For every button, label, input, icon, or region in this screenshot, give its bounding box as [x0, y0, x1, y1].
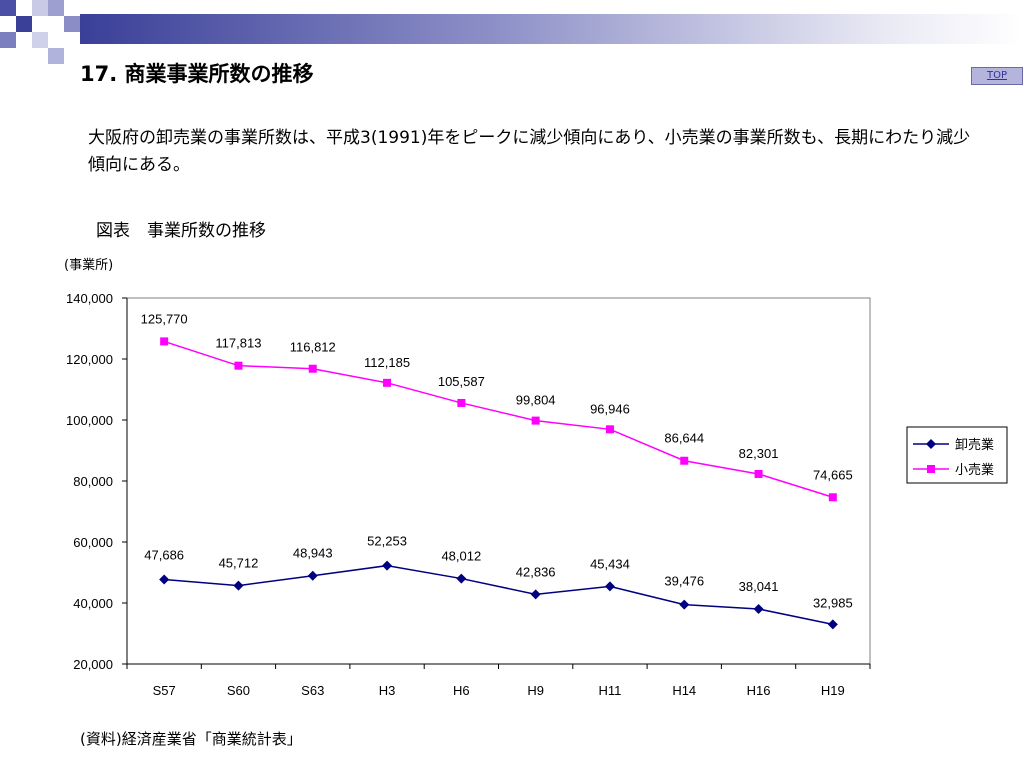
data-label: 82,301: [739, 446, 779, 461]
data-point-retail: [160, 337, 169, 346]
y-tick-label: 60,000: [73, 535, 113, 550]
y-tick-label: 40,000: [73, 596, 113, 611]
data-point-wholesale: [753, 603, 764, 614]
data-label: 39,476: [664, 574, 704, 589]
data-label: 86,644: [664, 431, 704, 446]
series-line-wholesale: [164, 564, 834, 626]
legend-marker-icon: [927, 465, 935, 473]
legend-label: 小売業: [955, 462, 994, 478]
y-tick-label: 120,000: [66, 352, 113, 367]
data-label: 48,943: [293, 546, 333, 561]
corner-square-deco: [32, 0, 48, 16]
data-point-wholesale: [530, 589, 541, 600]
data-point-retail: [457, 398, 466, 407]
x-tick-label: H14: [672, 683, 696, 698]
corner-square-deco: [0, 0, 16, 16]
data-label: 48,012: [441, 549, 481, 564]
plot-area: [126, 297, 871, 665]
data-point-wholesale: [604, 581, 615, 592]
legend-box: [906, 426, 1008, 484]
x-tick-label: H6: [453, 683, 470, 698]
data-label: 105,587: [438, 374, 485, 389]
data-label: 47,686: [144, 548, 184, 563]
data-label: 117,813: [215, 336, 261, 351]
source-note: (資料)経済産業省「商業統計表」: [80, 730, 302, 748]
x-tick-label: H11: [599, 683, 622, 698]
corner-square-deco: [48, 0, 64, 16]
y-tick-label: 80,000: [73, 474, 113, 489]
y-tick-label: 140,000: [66, 291, 113, 306]
data-label: 125,770: [141, 311, 188, 326]
data-label: 45,712: [219, 556, 259, 571]
corner-square-deco: [0, 32, 16, 48]
x-tick-label: H19: [821, 683, 845, 698]
data-label: 32,985: [813, 595, 853, 610]
x-tick-label: S60: [227, 683, 250, 698]
corner-square-deco: [32, 32, 48, 48]
data-label: 74,665: [813, 467, 853, 482]
data-point-retail: [531, 416, 540, 425]
x-tick-label: H9: [527, 683, 544, 698]
header-gradient-bar: [80, 14, 1024, 44]
data-label: 38,041: [739, 579, 779, 594]
data-label: 45,434: [590, 556, 630, 571]
corner-square-deco: [64, 16, 80, 32]
corner-square-deco: [16, 16, 32, 32]
description-text: 大阪府の卸売業の事業所数は、平成3(1991)年をピークに減少傾向にあり、小売業…: [88, 128, 971, 175]
data-point-wholesale: [233, 580, 244, 591]
top-link-button[interactable]: TOP: [971, 67, 1023, 85]
data-point-wholesale: [307, 570, 318, 581]
data-point-wholesale: [679, 599, 690, 610]
data-point-retail: [308, 364, 317, 373]
legend-label: 卸売業: [955, 437, 994, 453]
data-point-retail: [234, 361, 243, 370]
data-label: 96,946: [590, 401, 630, 416]
data-label: 116,812: [290, 340, 336, 355]
series-line-retail: [163, 340, 834, 498]
x-tick-label: H3: [379, 683, 396, 698]
data-point-retail: [383, 378, 392, 387]
data-label: 52,253: [367, 534, 407, 549]
data-point-retail: [754, 469, 763, 478]
data-label: 42,836: [516, 564, 556, 579]
y-tick-label: 100,000: [66, 413, 113, 428]
y-tick-label: 20,000: [73, 657, 113, 672]
data-point-wholesale: [827, 619, 838, 630]
data-point-retail: [605, 425, 614, 434]
y-axis-label: (事業所): [64, 257, 113, 273]
chart-caption: 図表 事業所数の推移: [96, 221, 266, 241]
data-label: 112,185: [364, 355, 410, 370]
data-point-wholesale: [159, 574, 170, 585]
data-label: 99,804: [516, 393, 556, 408]
data-point-retail: [680, 456, 689, 465]
legend-marker-icon: [926, 439, 936, 449]
x-tick-label: S57: [153, 683, 176, 698]
corner-square-deco: [48, 48, 64, 64]
x-tick-label: S63: [301, 683, 324, 698]
page-title: 17. 商業事業所数の推移: [80, 62, 314, 86]
x-tick-label: H16: [747, 683, 771, 698]
data-point-wholesale: [382, 560, 393, 571]
data-point-retail: [828, 493, 837, 502]
data-point-wholesale: [456, 573, 467, 584]
